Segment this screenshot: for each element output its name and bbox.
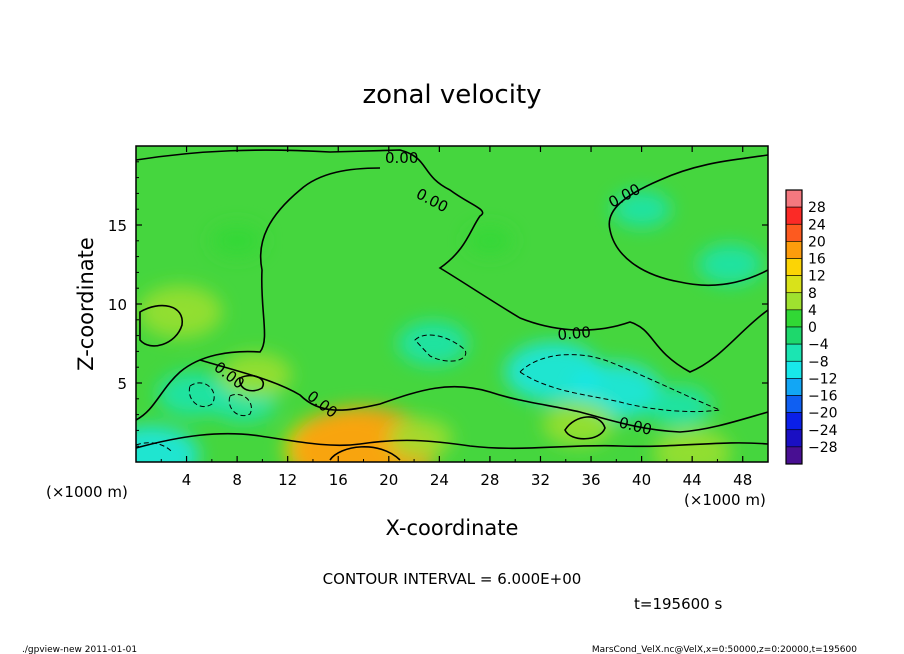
colorbar-label: −8 [808,354,829,370]
x-tick-label: 28 [480,471,499,489]
contour-interval-text: CONTOUR INTERVAL = 6.000E+00 [323,570,582,588]
footer-right: MarsCond_VelX.nc@VelX,x=0:50000,z=0:2000… [592,645,857,654]
contour-label: 0.00 [385,149,418,167]
x-unit-label-left: (×1000 m) [46,483,128,501]
colorbar-swatch [785,275,803,294]
field-blob [210,224,264,258]
x-axis-title: X-coordinate [386,516,519,540]
field-blob [220,352,292,398]
colorbar-swatch [785,258,803,276]
colorbar-label: 8 [808,286,817,302]
colorbar-label: 24 [808,217,826,233]
colorbar-label: −28 [808,440,838,456]
colorbar-label: −4 [808,337,829,353]
colorbar-label: 0 [808,320,817,336]
colorbar-label: 28 [808,200,826,216]
colorbar-frame [785,189,803,465]
field-blob [136,425,200,462]
contour-neg-corner [136,442,173,453]
y-tick-label: 15 [108,217,127,235]
colorbar-swatch [785,360,803,379]
colorbar-swatch [785,343,803,362]
x-tick-label: 20 [379,471,398,489]
field-blob [397,321,469,366]
contour-blob-left [139,304,183,347]
contour-zero-left [136,167,381,421]
field-blob [138,285,222,338]
contour-zero-mid [199,359,768,433]
velocity-field [136,190,763,462]
x-tick-label: 40 [632,471,651,489]
colorbar-swatch [785,429,803,448]
field-blob [697,244,763,285]
field-blob [647,386,712,427]
x-tick-label: 44 [683,471,702,489]
colorbar-swatch [785,223,803,242]
y-axis-title: Z-coordinate [74,237,98,371]
footer-left: ./gpview-new 2011-01-01 [22,645,137,654]
x-tick-label: 12 [278,471,297,489]
colorbar-swatch [785,326,803,345]
colorbar-swatch [785,292,803,311]
x-axis: 4 8 12 16 20 24 28 32 36 40 44 48 [160,146,752,489]
colorbar-label: 20 [808,234,826,250]
contour-lines-dashed [136,334,722,453]
field-blob [542,401,614,447]
x-tick-label: 4 [182,471,192,489]
colorbar-label: 4 [808,303,817,319]
colorbar-label: −12 [808,371,838,387]
contour-blob-bottom [329,446,401,461]
colorbar-label: −24 [808,423,838,439]
x-tick-label: 24 [430,471,449,489]
x-tick-label: 8 [232,471,242,489]
field-blob [466,226,513,256]
colorbar-swatch [785,378,803,396]
plot-area: 0.00 0.00 0.00 0.00 0.00 0.00 0.00 [135,145,769,463]
x-tick-label: 32 [531,471,550,489]
contour-zero-right [608,154,768,287]
x-unit-label-right: (×1000 m) [684,491,766,509]
colorbar-label: 12 [808,269,826,285]
x-tick-label: 48 [733,471,752,489]
contour-neg-right [519,354,722,413]
time-text: t=195600 s [634,595,722,613]
field-blob [653,428,731,462]
contour-neg-left2 [228,394,252,416]
contour-zero-top [136,149,768,373]
x-tick-label: 36 [581,471,600,489]
colorbar-swatch [785,395,803,413]
field-blob [612,190,671,228]
colorbar-swatch [785,206,803,225]
colorbar-label: 16 [808,252,826,268]
colorbar-swatch [785,412,803,431]
colorbar-swatch [785,189,803,208]
contour-label: 0.00 [557,323,592,344]
colorbar-swatch [785,446,803,465]
chart-title: zonal velocity [362,80,541,110]
y-tick-label: 5 [117,375,127,393]
x-tick-label: 16 [329,471,348,489]
field-blob [388,418,453,459]
contour-lines [136,149,768,461]
contour-blob-lower-right [564,416,606,440]
contour-zero-bottom [136,432,768,450]
contour-blob-island [239,374,265,392]
colorbar-swatch [785,309,803,328]
colorbar-swatch [785,241,803,259]
contour-neg-left [188,382,215,408]
y-tick-label: 10 [108,296,127,314]
y-axis: 5 10 15 [108,161,768,447]
colorbar-label: −16 [808,389,838,405]
colorbar-label: −20 [808,406,838,422]
